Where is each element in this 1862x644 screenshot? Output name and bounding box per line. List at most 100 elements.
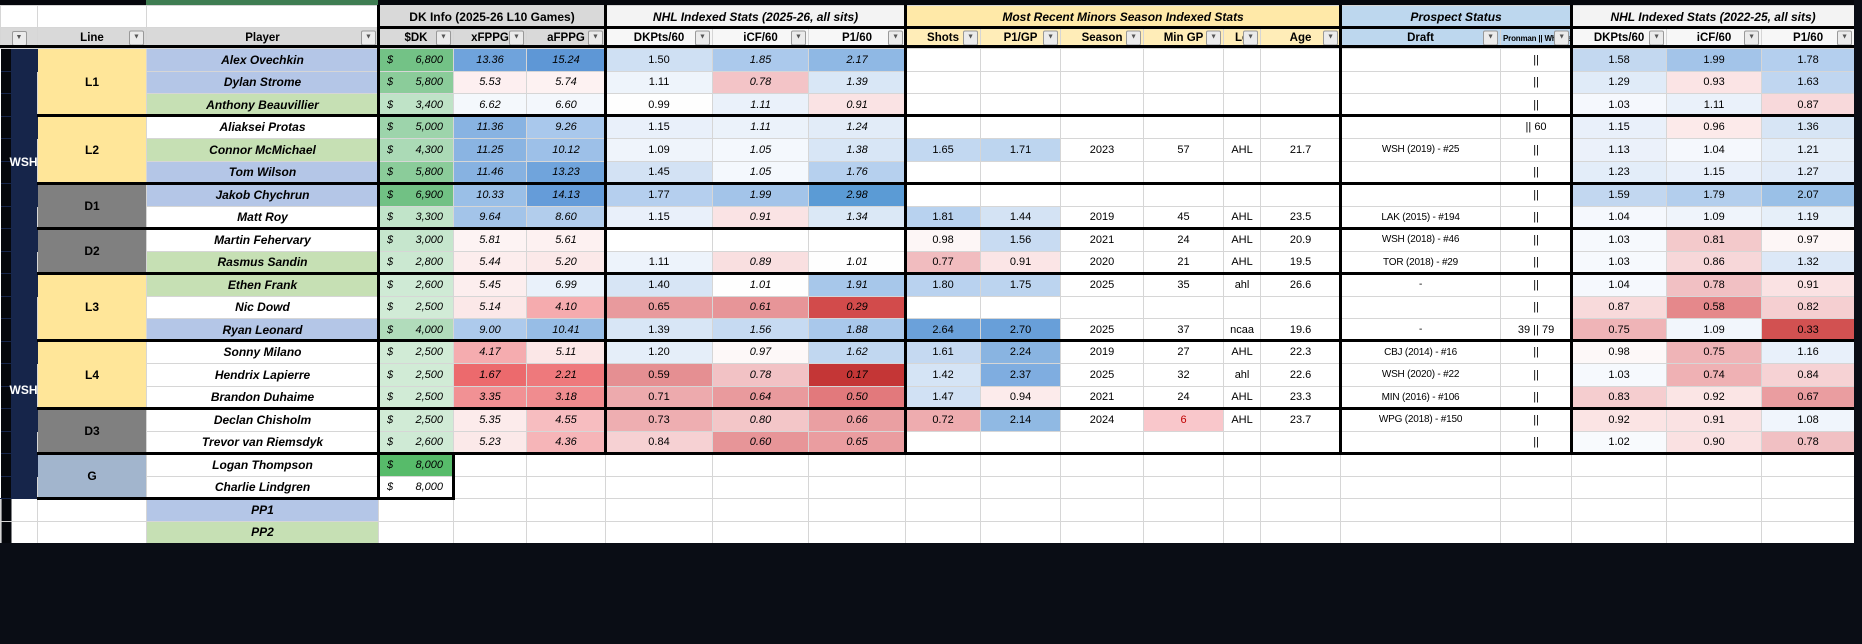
stat-cell[interactable]: CBJ (2014) - #16 (1340, 340, 1502, 364)
stat-cell[interactable]: 1.36 (1761, 115, 1856, 139)
stat-cell[interactable]: || 60 (1500, 115, 1573, 139)
dk-salary-cell[interactable]: $5,000 (378, 115, 454, 139)
stat-cell[interactable]: 1.99 (1666, 48, 1763, 72)
stat-cell[interactable] (525, 453, 607, 477)
dk-salary-cell[interactable] (378, 520, 454, 544)
stat-cell[interactable] (980, 430, 1062, 454)
stat-cell[interactable]: 5.14 (453, 295, 527, 319)
stat-cell[interactable]: 1.27 (1761, 160, 1856, 184)
stat-cell[interactable]: 2020 (1060, 250, 1145, 274)
stat-cell[interactable] (1223, 520, 1262, 544)
player-cell[interactable]: Sonny Milano (146, 340, 379, 364)
dk-salary-cell[interactable]: $2,600 (378, 430, 454, 454)
stat-cell[interactable] (1666, 520, 1763, 544)
stat-cell[interactable] (1060, 93, 1145, 117)
stat-cell[interactable] (808, 520, 907, 544)
group-header[interactable]: Prospect Status (1340, 5, 1573, 28)
stat-cell[interactable]: 1.05 (712, 138, 810, 162)
stat-cell[interactable] (1260, 498, 1342, 522)
stat-cell[interactable]: 11.36 (453, 115, 527, 139)
stat-cell[interactable]: 0.81 (1666, 228, 1763, 252)
stat-cell[interactable] (1340, 295, 1502, 319)
player-cell[interactable]: Dylan Strome (146, 70, 379, 94)
column-header[interactable]: iCF/60 ▼ (712, 27, 810, 49)
stat-cell[interactable] (1223, 183, 1262, 207)
stat-cell[interactable]: 39 || 79 (1500, 318, 1573, 342)
stat-cell[interactable]: 0.58 (1666, 295, 1763, 319)
filter-icon[interactable]: ▼ (888, 30, 904, 46)
stat-cell[interactable] (453, 453, 527, 477)
stat-cell[interactable]: || (1500, 70, 1573, 94)
stat-cell[interactable]: 1.81 (905, 205, 982, 229)
stat-cell[interactable]: ahl (1223, 273, 1262, 297)
stat-cell[interactable] (1340, 93, 1502, 117)
stat-cell[interactable] (1260, 453, 1342, 477)
stat-cell[interactable] (980, 453, 1062, 477)
filter-icon[interactable]: ▼ (361, 30, 376, 46)
stat-cell[interactable] (1143, 48, 1225, 72)
stat-cell[interactable]: AHL (1223, 385, 1262, 409)
stat-cell[interactable]: || (1500, 430, 1573, 454)
stat-cell[interactable] (1060, 475, 1145, 499)
stat-cell[interactable]: 4.36 (525, 430, 607, 454)
stat-cell[interactable]: AHL (1223, 228, 1262, 252)
player-cell[interactable]: Declan Chisholm (146, 408, 379, 432)
dk-salary-cell[interactable]: $8,000 (378, 453, 454, 477)
stat-cell[interactable]: 1.11 (712, 115, 810, 139)
stat-cell[interactable]: 0.99 (605, 93, 714, 117)
filter-icon[interactable]: ▼ (1126, 30, 1142, 46)
stat-cell[interactable]: 0.66 (808, 408, 907, 432)
stat-cell[interactable]: 2.21 (525, 363, 607, 387)
stat-cell[interactable]: 5.23 (453, 430, 527, 454)
stat-cell[interactable] (905, 520, 982, 544)
stat-cell[interactable]: 2021 (1060, 228, 1145, 252)
stat-cell[interactable]: 2.14 (980, 408, 1062, 432)
stat-cell[interactable]: 1.79 (1666, 183, 1763, 207)
filter-icon[interactable]: ▼ (1837, 30, 1853, 46)
stat-cell[interactable] (1340, 160, 1502, 184)
stat-cell[interactable]: 0.72 (905, 408, 982, 432)
stat-cell[interactable]: 2019 (1060, 340, 1145, 364)
stat-cell[interactable] (1500, 453, 1573, 477)
filter-icon[interactable]: ▼ (129, 30, 144, 46)
stat-cell[interactable]: 0.98 (905, 228, 982, 252)
stat-cell[interactable] (453, 498, 527, 522)
stat-cell[interactable] (1060, 498, 1145, 522)
player-cell[interactable]: Jakob Chychrun (146, 183, 379, 207)
stat-cell[interactable]: 1.91 (808, 273, 907, 297)
stat-cell[interactable]: 37 (1143, 318, 1225, 342)
stat-cell[interactable] (712, 453, 810, 477)
stat-cell[interactable]: 24 (1143, 385, 1225, 409)
stat-cell[interactable]: 3.35 (453, 385, 527, 409)
dk-salary-cell[interactable]: $2,800 (378, 250, 454, 274)
stat-cell[interactable]: AHL (1223, 205, 1262, 229)
stat-cell[interactable]: || (1500, 205, 1573, 229)
player-cell[interactable]: Charlie Lindgren (146, 475, 379, 499)
stat-cell[interactable] (1223, 430, 1262, 454)
stat-cell[interactable]: 1.76 (808, 160, 907, 184)
stat-cell[interactable]: 0.50 (808, 385, 907, 409)
stat-cell[interactable] (1223, 160, 1262, 184)
stat-cell[interactable]: 1.59 (1571, 183, 1668, 207)
stat-cell[interactable]: 0.92 (1571, 408, 1668, 432)
stat-cell[interactable] (1340, 430, 1502, 454)
stat-cell[interactable]: 19.5 (1260, 250, 1342, 274)
stat-cell[interactable]: 1.71 (980, 138, 1062, 162)
stat-cell[interactable]: 0.96 (1666, 115, 1763, 139)
stat-cell[interactable] (980, 115, 1062, 139)
stat-cell[interactable]: || (1500, 160, 1573, 184)
stat-cell[interactable]: 0.75 (1666, 340, 1763, 364)
group-header[interactable]: NHL Indexed Stats (2022-25, all sits) (1571, 5, 1856, 28)
stat-cell[interactable] (980, 498, 1062, 522)
stat-cell[interactable]: 13.23 (525, 160, 607, 184)
stat-cell[interactable]: 0.78 (712, 70, 810, 94)
filter-icon[interactable]: ▼ (1243, 30, 1259, 46)
column-header[interactable]: Line ▼ (37, 27, 147, 49)
stat-cell[interactable] (1260, 70, 1342, 94)
blank-header-cell[interactable] (37, 5, 147, 28)
stat-cell[interactable]: 2.07 (1761, 183, 1856, 207)
player-cell[interactable]: Logan Thompson (146, 453, 379, 477)
stat-cell[interactable]: 14.13 (525, 183, 607, 207)
dk-salary-cell[interactable]: $6,800 (378, 48, 454, 72)
stat-cell[interactable]: 1.65 (905, 138, 982, 162)
